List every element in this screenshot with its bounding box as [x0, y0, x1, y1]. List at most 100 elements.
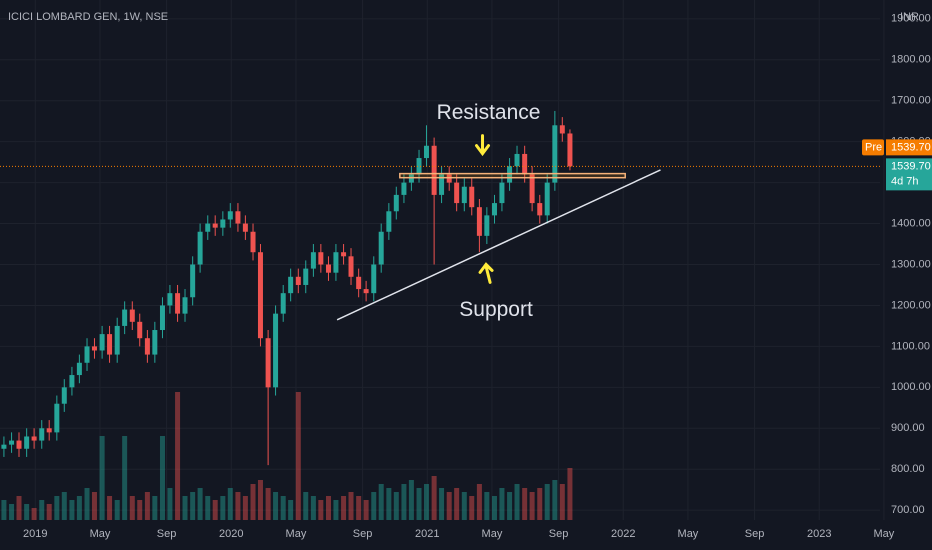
y-tick-label: 1400.00 [891, 217, 931, 229]
volume-bar [91, 492, 97, 520]
candle-body [84, 346, 90, 363]
last-price-label: 1539.70 [891, 160, 931, 172]
volume-bar [348, 492, 354, 520]
volume-bar [182, 496, 188, 520]
candle-body [152, 330, 158, 355]
candle-body [242, 223, 248, 232]
volume-bar [529, 492, 535, 520]
candle-body [257, 252, 263, 339]
x-tick-label: May [482, 528, 503, 540]
volume-bar [446, 492, 452, 520]
volume-bar [205, 496, 211, 520]
candle-body [159, 305, 165, 331]
volume-bar [76, 496, 82, 520]
candle-body [182, 297, 188, 314]
candle-body [235, 211, 241, 224]
volume-bar [167, 488, 173, 520]
y-tick-label: 1000.00 [891, 381, 931, 393]
volume-bar [190, 492, 196, 520]
candle-body [205, 223, 211, 232]
volume-bar [423, 484, 429, 520]
candle-body [423, 145, 429, 159]
volume-bar [522, 488, 528, 520]
x-tick-label: May [678, 528, 699, 540]
candle-body [507, 166, 513, 183]
volume-bar [273, 492, 279, 520]
candle-body [552, 125, 558, 183]
candle-body [212, 223, 218, 228]
candle-body [386, 211, 392, 232]
volume-bar [122, 436, 128, 520]
x-tick-label: Sep [157, 528, 177, 540]
candle-body [265, 338, 271, 388]
candle-body [484, 215, 490, 236]
candle-body [318, 252, 324, 265]
candle-body [167, 293, 173, 306]
volume-bar [469, 496, 475, 520]
volume-bar [552, 480, 558, 520]
volume-bar [280, 496, 286, 520]
x-tick-label: 2020 [219, 528, 243, 540]
candle-body [431, 145, 437, 195]
x-tick-label: May [286, 528, 307, 540]
volume-bar [257, 480, 263, 520]
candle-body [325, 264, 331, 273]
y-tick-label: 800.00 [891, 463, 925, 475]
candle-body [537, 203, 543, 216]
x-tick-label: May [90, 528, 111, 540]
volume-bar [484, 492, 490, 520]
candle-body [454, 182, 460, 204]
candle-body [220, 219, 226, 228]
volume-bar [54, 496, 60, 520]
volume-bar [461, 492, 467, 520]
y-tick-label: 1200.00 [891, 299, 931, 311]
candle-body [544, 182, 550, 216]
candle-body [408, 174, 414, 183]
volume-bar [476, 484, 482, 520]
candle-body [273, 313, 279, 388]
volume-bar [288, 500, 294, 520]
candle-body [250, 231, 256, 253]
volume-bar [212, 500, 218, 520]
volume-bar [175, 392, 181, 520]
x-tick-label: 2021 [415, 528, 439, 540]
volume-bar [378, 484, 384, 520]
volume-bar [544, 484, 550, 520]
volume-bar [431, 476, 437, 520]
volume-bar [235, 492, 241, 520]
volume-bar [46, 504, 52, 520]
volume-bar [227, 488, 233, 520]
volume-bar [386, 488, 392, 520]
x-tick-label: May [874, 528, 895, 540]
premarket-price-bg [886, 139, 932, 156]
candle-body [175, 293, 181, 314]
volume-bar [416, 488, 422, 520]
x-tick-label: 2019 [23, 528, 47, 540]
candle-body [54, 403, 60, 433]
volume-bar [507, 492, 513, 520]
x-tick-label: 2023 [807, 528, 831, 540]
axes: 700.00 800.00 900.00 1000.00 1100.00 1200.00 1… [0, 13, 932, 540]
candle-layer [1, 110, 573, 466]
candle-body [91, 346, 97, 351]
grid [0, 0, 885, 520]
candle-body [9, 440, 15, 445]
candle-body [499, 182, 505, 204]
volume-bar [393, 492, 399, 520]
volume-bar [371, 492, 377, 520]
volume-bar [24, 504, 30, 520]
volume-bar [537, 488, 543, 520]
candle-body [69, 375, 75, 388]
candle-body [356, 276, 362, 290]
candle-body [1, 444, 7, 449]
premarket-price: 1539.70 [891, 141, 931, 153]
y-tick-label: 900.00 [891, 422, 925, 434]
volume-bar [265, 488, 271, 520]
candle-body [371, 264, 377, 294]
candle-body [476, 207, 482, 236]
resistance-zone [399, 172, 626, 179]
resistance-label: Resistance [437, 101, 541, 124]
volume-bar [356, 496, 362, 520]
countdown: 4d 7h [891, 175, 919, 187]
volume-bar [114, 500, 120, 520]
